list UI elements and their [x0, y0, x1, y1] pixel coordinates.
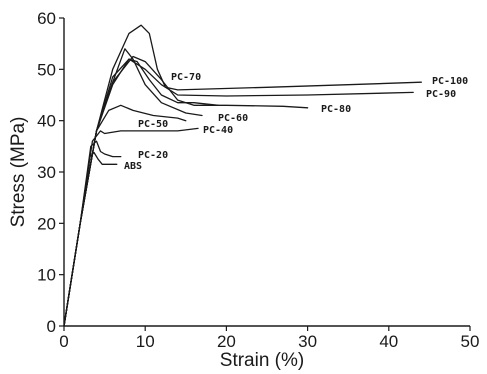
x-tick-label: 30: [298, 332, 317, 351]
label-pc-40: PC-40: [203, 125, 233, 136]
y-axis-title: Stress (MPa): [8, 117, 29, 228]
axis-ticks: 0 10 20 30 40 50 0 10 20 30 40 50 60: [37, 9, 479, 351]
label-pc-80: PC-80: [321, 104, 351, 115]
label-pc-90: PC-90: [426, 89, 456, 100]
label-pc-70: PC-70: [171, 72, 201, 83]
curve-labels: PC-100 PC-90 PC-80 PC-70 PC-60 PC-50 PC-40 PC-2…: [124, 72, 468, 172]
curve-pc-20: [63, 140, 122, 327]
x-axis-title: Strain (%): [220, 350, 304, 371]
y-tick-label: 20: [37, 214, 56, 233]
label-pc-60: PC-60: [218, 113, 248, 124]
x-tick-label: 0: [59, 332, 68, 351]
y-tick-label: 10: [37, 266, 56, 285]
x-tick-label: 40: [379, 332, 398, 351]
y-tick-label: 60: [37, 9, 56, 28]
curve-pc-70: [63, 58, 219, 327]
y-tick-label: 0: [47, 317, 56, 336]
x-tick-label: 50: [461, 332, 480, 351]
curves: [63, 24, 422, 327]
label-pc-50: PC-50: [138, 119, 168, 130]
curve-pc-50: [63, 104, 187, 327]
label-pc-20: PC-20: [138, 150, 168, 161]
curve-pc-80: [63, 55, 309, 327]
x-tick-label: 10: [136, 332, 155, 351]
curve-pc-90: [63, 58, 414, 327]
label-pc-100: PC-100: [432, 76, 468, 87]
curve-abs: [63, 151, 118, 327]
label-abs: ABS: [124, 161, 142, 172]
y-tick-label: 30: [37, 163, 56, 182]
y-tick-label: 40: [37, 112, 56, 131]
x-tick-label: 20: [217, 332, 236, 351]
curve-pc-40: [63, 127, 199, 327]
y-tick-label: 50: [37, 60, 56, 79]
